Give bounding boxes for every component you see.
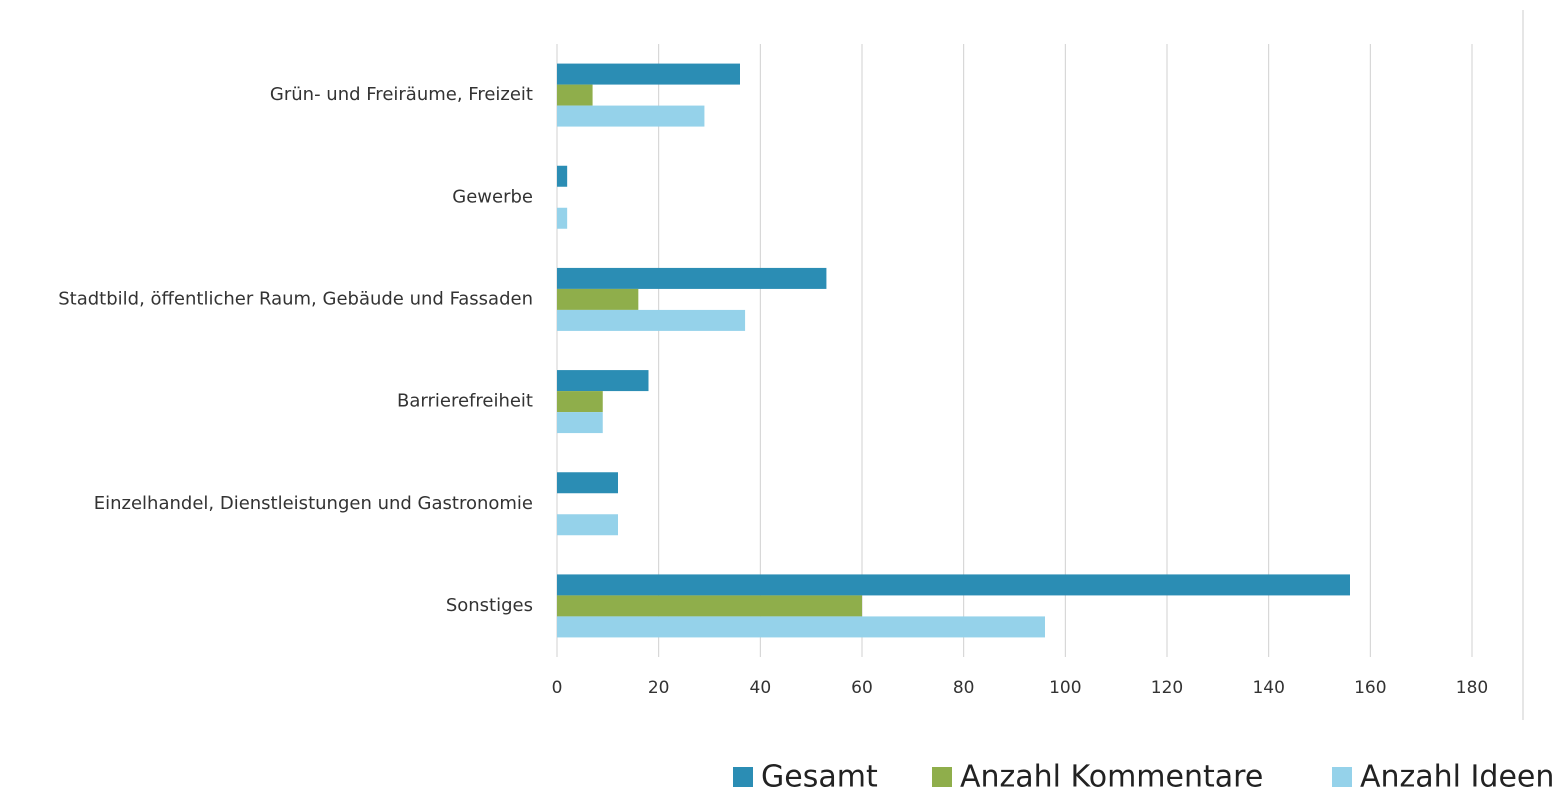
legend-label: Anzahl Ideen: [1360, 760, 1554, 795]
bar: [557, 288, 639, 310]
bar: [557, 616, 1045, 638]
bar: [557, 207, 568, 229]
x-tick-label: 0: [552, 678, 563, 698]
bar: [557, 472, 618, 494]
x-tick-label: 140: [1252, 678, 1284, 698]
legend-swatch: [733, 767, 753, 787]
legend-label: Gesamt: [761, 760, 878, 795]
bar: [557, 267, 827, 289]
x-tick-label: 40: [750, 678, 772, 698]
category-label: Grün- und Freiräume, Freizeit: [270, 84, 533, 105]
bar: [557, 63, 740, 85]
legend-swatch: [1332, 767, 1352, 787]
category-label: Einzelhandel, Dienstleistungen und Gastr…: [94, 493, 533, 514]
bar: [557, 165, 568, 187]
bar: [557, 574, 1350, 596]
x-tick-label: 60: [851, 678, 873, 698]
bar: [557, 595, 862, 617]
x-tick-label: 100: [1049, 678, 1081, 698]
category-label: Sonstiges: [446, 595, 533, 616]
x-tick-label: 20: [648, 678, 670, 698]
bar: [557, 105, 705, 127]
x-tick-label: 160: [1354, 678, 1386, 698]
x-tick-label: 80: [953, 678, 975, 698]
bar: [557, 391, 603, 413]
bar: [557, 309, 746, 331]
category-label: Stadtbild, öffentlicher Raum, Gebäude un…: [58, 288, 533, 309]
bar: [557, 84, 593, 106]
legend-label: Anzahl Kommentare: [960, 760, 1263, 795]
legend-swatch: [932, 767, 952, 787]
bar: [557, 412, 603, 434]
x-tick-label: 120: [1151, 678, 1183, 698]
category-label: Gewerbe: [452, 186, 533, 207]
x-tick-label: 180: [1456, 678, 1488, 698]
category-label: Barrierefreiheit: [397, 391, 533, 412]
bar: [557, 514, 618, 536]
bar: [557, 370, 649, 392]
